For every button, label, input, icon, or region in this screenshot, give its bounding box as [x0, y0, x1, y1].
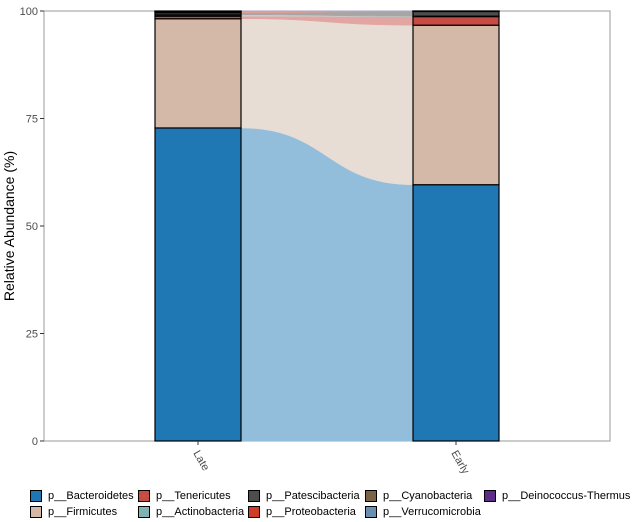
legend-label: p__Tenericutes: [156, 490, 231, 502]
legend-item-patescibacteria: p__Patescibacteria: [248, 488, 365, 504]
y-axis: 0 25 50 75 100: [20, 6, 44, 448]
legend-swatch: [30, 506, 42, 518]
y-axis-title: Relative Abundance (%): [1, 151, 17, 301]
bar-early-firmicutes: [412, 24, 500, 186]
chart: 0 25 50 75 100 Late Early Relative Abundance …: [1, 6, 611, 477]
legend-label: p__Patescibacteria: [266, 490, 360, 502]
flow-layer: [240, 10, 414, 442]
legend-label: p__Verrucomicrobia: [383, 506, 481, 518]
bar-late-firmicutes: [154, 18, 242, 129]
legend-item-tenericutes: p__Tenericutes: [138, 488, 248, 504]
legend-swatch: [484, 490, 496, 502]
legend-item-bacteroidetes: p__Bacteroidetes: [30, 488, 138, 504]
legend-label: p__Firmicutes: [48, 506, 118, 518]
legend-item-verrucomicrobia: p__Verrucomicrobia: [365, 504, 484, 520]
legend-swatch: [365, 506, 377, 518]
legend-item-deinococcus-thermus: p__Deinococcus-Thermus: [484, 488, 630, 504]
x-tick-label: Early: [448, 449, 471, 477]
legend-label: p__Actinobacteria: [156, 506, 245, 518]
legend-swatch: [30, 490, 42, 502]
y-tick-label: 50: [26, 221, 38, 233]
legend-label: p__Bacteroidetes: [48, 490, 134, 502]
legend-label: p__Proteobacteria: [266, 506, 356, 518]
legend-swatch: [365, 490, 377, 502]
bar-early-bacteroidetes: [412, 184, 500, 442]
legend-swatch: [248, 490, 260, 502]
legend-swatch: [248, 506, 260, 518]
bar-layer: [154, 10, 500, 442]
legend-item-firmicutes: p__Firmicutes: [30, 504, 138, 520]
legend-item-proteobacteria: p__Proteobacteria: [248, 504, 365, 520]
legend: p__Bacteroidetes p__Tenericutes p__Patesci…: [30, 488, 634, 520]
y-tick-label: 25: [26, 329, 38, 341]
legend-label: p__Cyanobacteria: [383, 490, 473, 502]
bar-late-bacteroidetes: [154, 127, 242, 442]
x-axis: Late Early: [190, 441, 472, 477]
legend-label: p__Deinococcus-Thermus: [502, 490, 631, 502]
bar-early-patescibacteria: [412, 10, 500, 17]
legend-swatch: [138, 490, 150, 502]
legend-item-actinobacteria: p__Actinobacteria: [138, 504, 248, 520]
bar-early-tenericutes: [412, 15, 500, 26]
y-tick-label: 0: [32, 436, 38, 448]
y-tick-label: 100: [20, 6, 38, 18]
legend-item-cyanobacteria: p__Cyanobacteria: [365, 488, 484, 504]
legend-swatch: [138, 506, 150, 518]
x-tick-label: Late: [190, 449, 211, 474]
y-tick-label: 75: [26, 114, 38, 126]
